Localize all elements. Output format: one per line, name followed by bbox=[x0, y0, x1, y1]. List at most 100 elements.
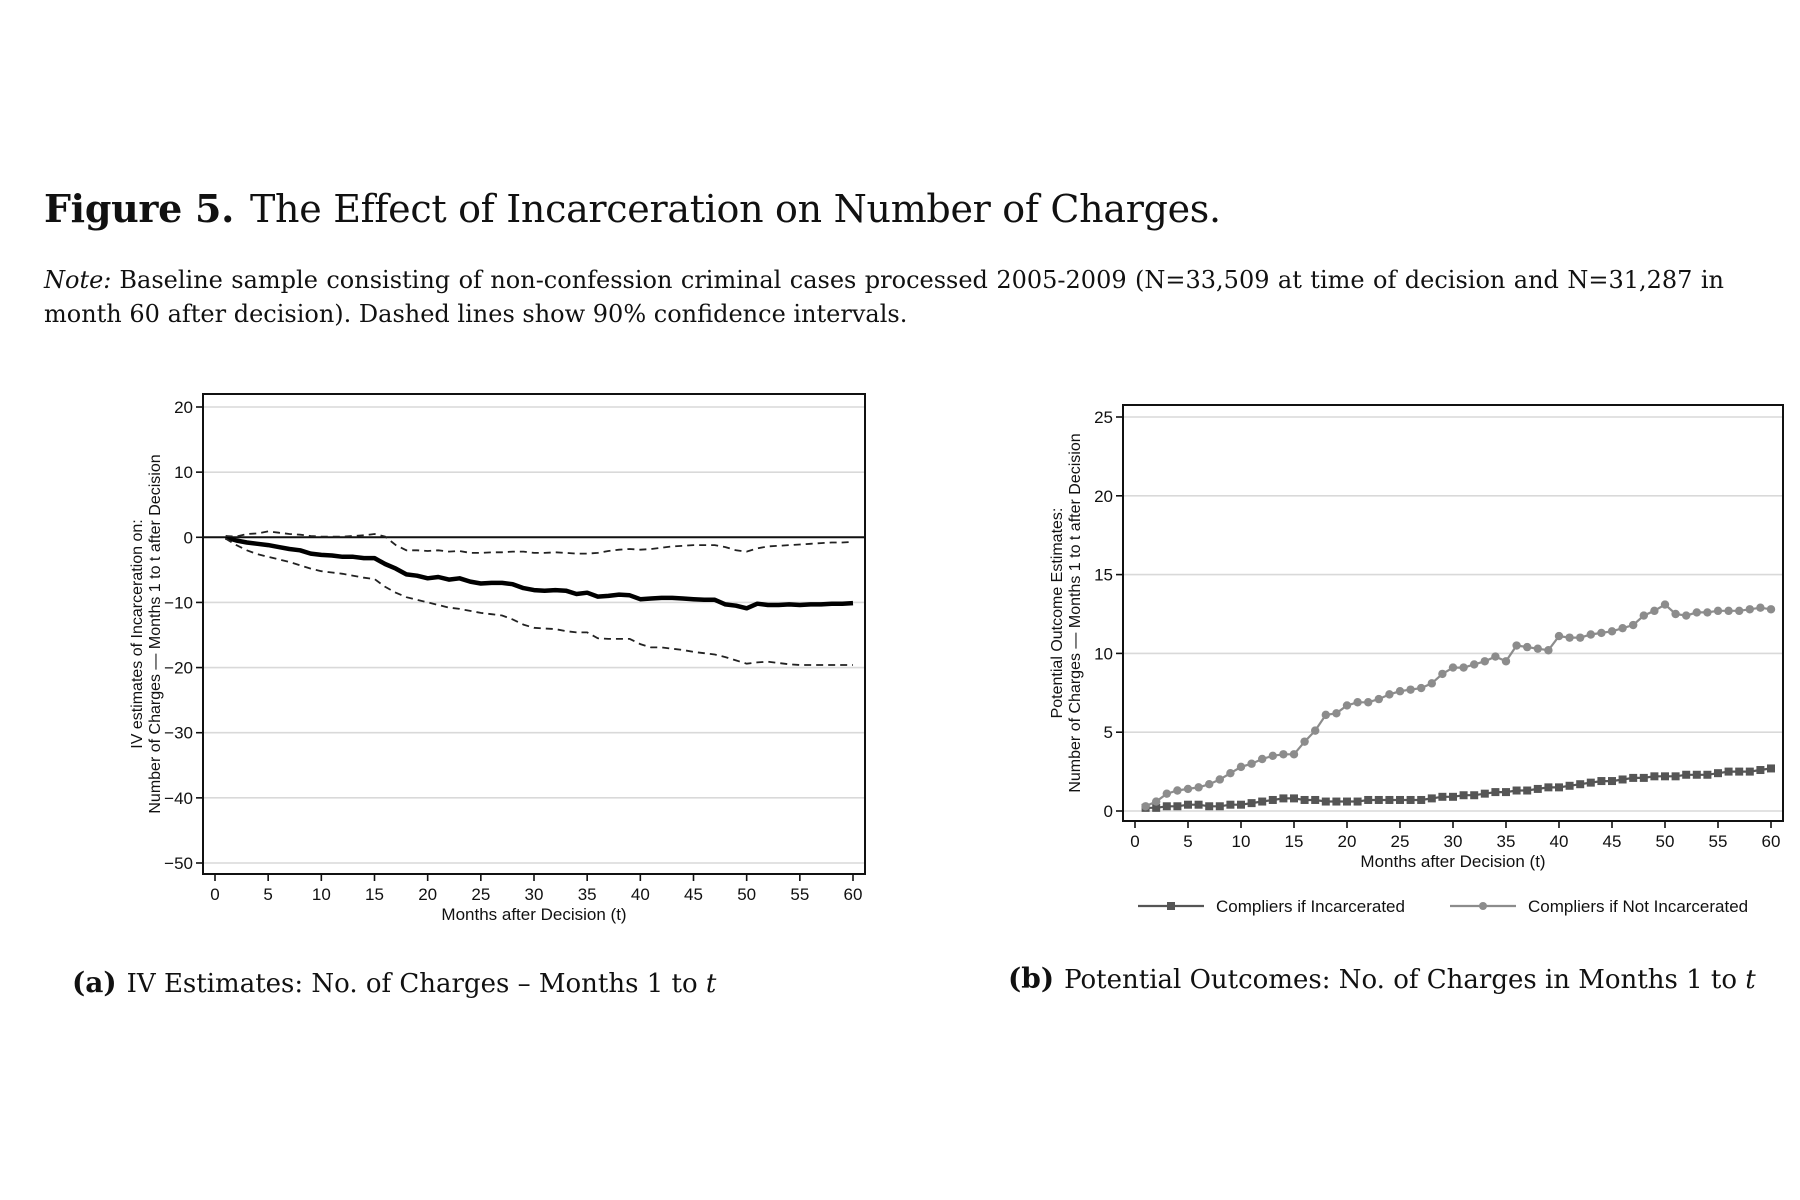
caption-b-text: Potential Outcomes: No. of Charges in Mo… bbox=[1064, 965, 1738, 995]
chart-a-series-line-2 bbox=[225, 537, 853, 666]
chart-b-point-s0 bbox=[1767, 764, 1775, 773]
chart-b-point-s0 bbox=[1311, 795, 1320, 804]
chart-b-x-tick-label: 30 bbox=[1444, 832, 1463, 851]
caption-b-label: (b) bbox=[1008, 962, 1055, 995]
chart-b-point-s1 bbox=[1597, 628, 1606, 638]
chart-b-point-s0 bbox=[1555, 783, 1563, 792]
chart-b-point-s0 bbox=[1544, 783, 1553, 792]
chart-b-point-s1 bbox=[1745, 605, 1755, 614]
chart-a-y-tick-label: −50 bbox=[164, 854, 193, 873]
chart-b-x-axis-label: Months after Decision (t) bbox=[1360, 852, 1545, 871]
chart-b-point-s0 bbox=[1650, 772, 1659, 781]
chart-b-x-tick-label: 60 bbox=[1762, 832, 1781, 851]
chart-b-point-s0 bbox=[1608, 777, 1616, 786]
chart-b-point-s1 bbox=[1162, 789, 1172, 798]
chart-b-point-s1 bbox=[1374, 694, 1384, 704]
chart-b-point-s0 bbox=[1438, 792, 1447, 801]
chart-b-point-s0 bbox=[1735, 767, 1744, 776]
chart-b-point-s1 bbox=[1459, 663, 1468, 672]
chart-b-point-s1 bbox=[1491, 652, 1500, 661]
caption-a-var: t bbox=[705, 969, 717, 999]
chart-b-x-tick-label: 0 bbox=[1130, 832, 1139, 851]
chart-a-x-tick-label: 5 bbox=[263, 885, 272, 904]
chart-b-point-s1 bbox=[1236, 762, 1246, 772]
chart-a-x-tick-label: 20 bbox=[418, 885, 437, 904]
chart-b-point-s0 bbox=[1427, 794, 1436, 803]
chart-a-y-tick-label: −30 bbox=[164, 724, 193, 743]
chart-b-x-tick-label: 45 bbox=[1603, 832, 1622, 851]
chart-a-x-axis-label: Months after Decision (t) bbox=[441, 905, 626, 924]
chart-b-point-s0 bbox=[1533, 784, 1542, 793]
note-label: Note: bbox=[44, 266, 112, 294]
chart-b-point-s0 bbox=[1724, 767, 1733, 776]
chart-b-point-s0 bbox=[1671, 772, 1680, 781]
chart-b-x-tick-label: 50 bbox=[1656, 832, 1675, 851]
chart-a-x-tick-label: 35 bbox=[578, 885, 597, 904]
chart-b-point-s1 bbox=[1205, 780, 1214, 789]
chart-b-point-s0 bbox=[1396, 795, 1404, 804]
chart-b-point-s1 bbox=[1756, 603, 1765, 612]
chart-a-y-tick-label: −20 bbox=[164, 659, 193, 678]
chart-b-x-tick-label: 20 bbox=[1338, 832, 1357, 851]
chart-b-point-s1 bbox=[1607, 627, 1617, 636]
chart-b-point-s1 bbox=[1713, 606, 1723, 616]
chart-a-y-tick-label: 0 bbox=[184, 528, 193, 547]
chart-b-point-s1 bbox=[1501, 657, 1511, 666]
chart-b-point-s0 bbox=[1703, 770, 1712, 779]
chart-b-legend-marker-1 bbox=[1479, 902, 1487, 910]
chart-b-point-s1 bbox=[1385, 690, 1394, 699]
chart-b-point-s0 bbox=[1565, 781, 1574, 790]
chart-a-y-tick-label: 20 bbox=[174, 398, 193, 417]
chart-b-point-s1 bbox=[1332, 709, 1341, 718]
chart-a-series-line-1 bbox=[225, 530, 854, 555]
chart-b-point-s1 bbox=[1427, 679, 1437, 688]
chart-a-x-tick-label: 30 bbox=[525, 885, 544, 904]
chart-b-y-tick-label: 15 bbox=[1094, 566, 1113, 585]
chart-b-point-s0 bbox=[1406, 795, 1415, 804]
chart-b-point-s0 bbox=[1661, 772, 1669, 781]
figure-title: Figure 5. The Effect of Incarceration on … bbox=[44, 186, 1221, 231]
chart-b-point-s1 bbox=[1183, 784, 1193, 794]
chart-a-y-tick-label: 10 bbox=[174, 463, 193, 482]
chart-b-point-s0 bbox=[1523, 786, 1532, 795]
note-text: Baseline sample consisting of non-confes… bbox=[44, 266, 1724, 328]
chart-b-point-s1 bbox=[1215, 775, 1225, 784]
chart-b-point-s0 bbox=[1173, 802, 1182, 811]
chart-b-point-s0 bbox=[1576, 780, 1585, 789]
chart-b-point-s1 bbox=[1438, 669, 1447, 679]
chart-b-point-s1 bbox=[1544, 646, 1553, 655]
chart-b-point-s0 bbox=[1502, 788, 1510, 797]
chart-b-point-s1 bbox=[1523, 642, 1532, 652]
chart-b-y-axis-label: Number of Charges — Months 1 to t after … bbox=[1067, 433, 1084, 792]
chart-b-point-s1 bbox=[1618, 623, 1627, 633]
chart-b-y-axis-label: Potential Outcome Estimates: bbox=[1049, 508, 1066, 719]
chart-b-point-s1 bbox=[1470, 660, 1479, 669]
chart-b-point-s0 bbox=[1385, 795, 1394, 804]
chart-a-x-tick-label: 25 bbox=[471, 885, 490, 904]
chart-b-point-s1 bbox=[1258, 754, 1267, 764]
chart-a-y-tick-label: −10 bbox=[164, 593, 193, 612]
chart-b-point-s0 bbox=[1215, 802, 1224, 811]
figure-title-text: The Effect of Incarceration on Number of… bbox=[250, 187, 1221, 231]
chart-a-x-tick-label: 55 bbox=[790, 885, 809, 904]
caption-b-var: t bbox=[1745, 965, 1756, 995]
chart-b-point-s0 bbox=[1258, 797, 1267, 806]
caption-a-label: (a) bbox=[72, 966, 117, 999]
chart-b-point-s0 bbox=[1162, 802, 1171, 811]
chart-b-point-s0 bbox=[1247, 799, 1256, 808]
chart-b-point-s1 bbox=[1650, 606, 1659, 616]
chart-b-point-s0 bbox=[1629, 773, 1638, 782]
chart-b-x-tick-label: 40 bbox=[1550, 832, 1569, 851]
chart-b-point-s1 bbox=[1735, 606, 1744, 616]
chart-b-point-s0 bbox=[1692, 770, 1701, 779]
chart-b-point-s1 bbox=[1300, 737, 1309, 746]
caption-b: (b) Potential Outcomes: No. of Charges in… bbox=[1008, 962, 1756, 995]
chart-b-point-s1 bbox=[1660, 600, 1670, 609]
chart-b-point-s0 bbox=[1374, 795, 1383, 804]
chart-b-point-s1 bbox=[1629, 620, 1638, 630]
chart-b-point-s1 bbox=[1353, 698, 1362, 707]
chart-b-point-s0 bbox=[1618, 775, 1627, 784]
chart-b-point-s1 bbox=[1342, 701, 1352, 710]
chart-a-y-axis-label: Number of Charges — Months 1 to t after … bbox=[147, 454, 164, 813]
chart-b-point-s1 bbox=[1724, 606, 1733, 616]
